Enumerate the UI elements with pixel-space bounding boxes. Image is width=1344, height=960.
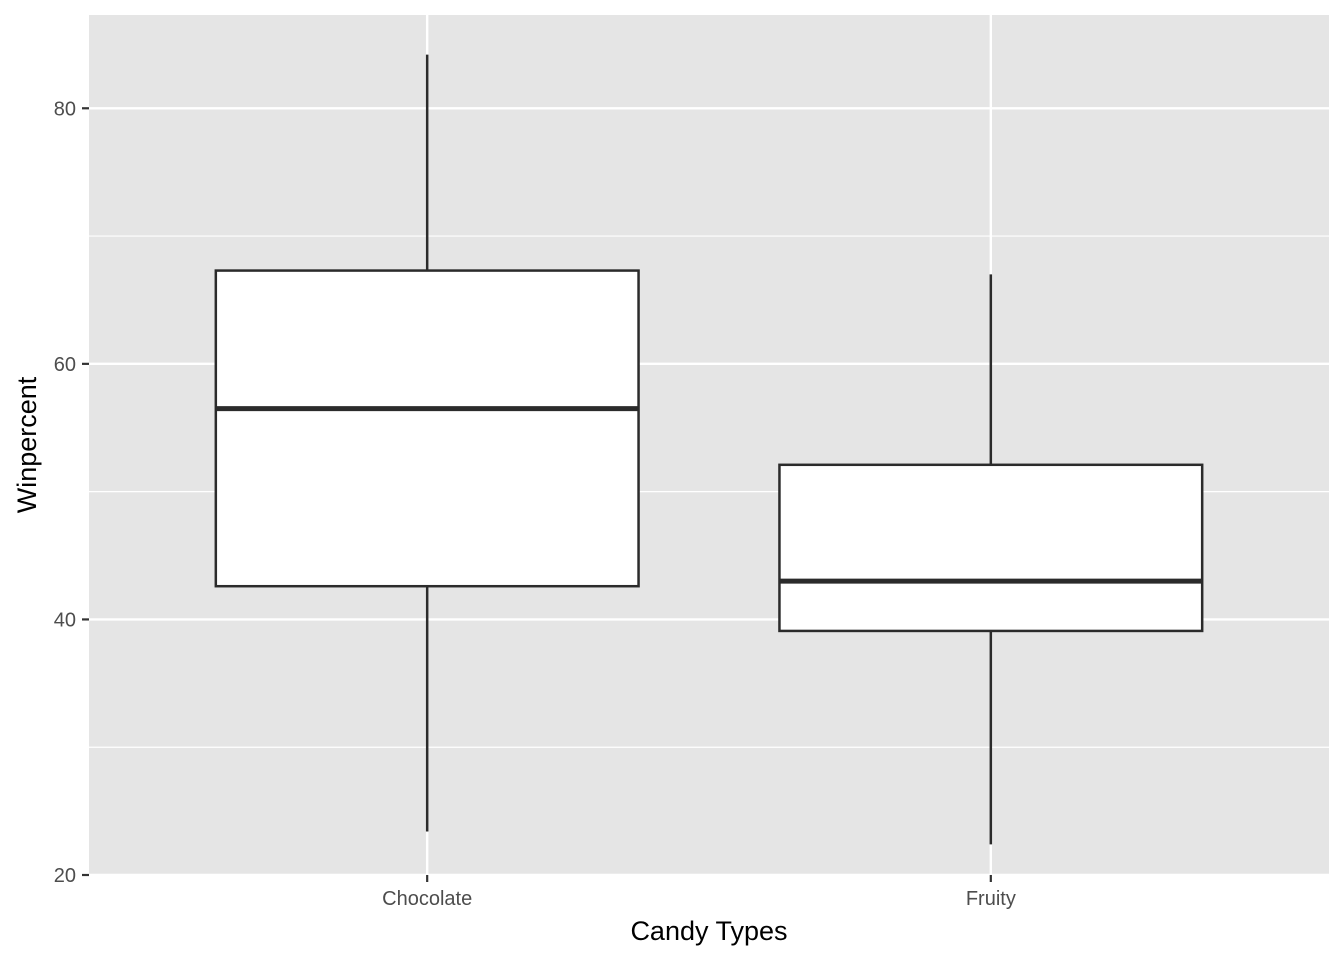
x-axis: Chocolate Fruity xyxy=(382,875,1016,910)
box-chocolate xyxy=(214,54,640,832)
y-tick-label: 20 xyxy=(54,865,76,887)
y-axis: 20 40 60 80 xyxy=(54,98,89,887)
y-tick-label: 40 xyxy=(54,609,76,631)
iqr-box xyxy=(214,269,640,588)
iqr-box xyxy=(778,463,1204,633)
x-axis-title: Candy Types xyxy=(630,916,787,946)
box-fruity xyxy=(778,274,1204,845)
y-tick-label: 80 xyxy=(54,98,76,120)
y-tick-label: 60 xyxy=(54,354,76,376)
y-axis-title: Winpercent xyxy=(12,376,42,513)
x-tick-label: Fruity xyxy=(966,888,1016,910)
boxes-layer xyxy=(214,54,1204,845)
x-tick-label: Chocolate xyxy=(382,888,472,910)
